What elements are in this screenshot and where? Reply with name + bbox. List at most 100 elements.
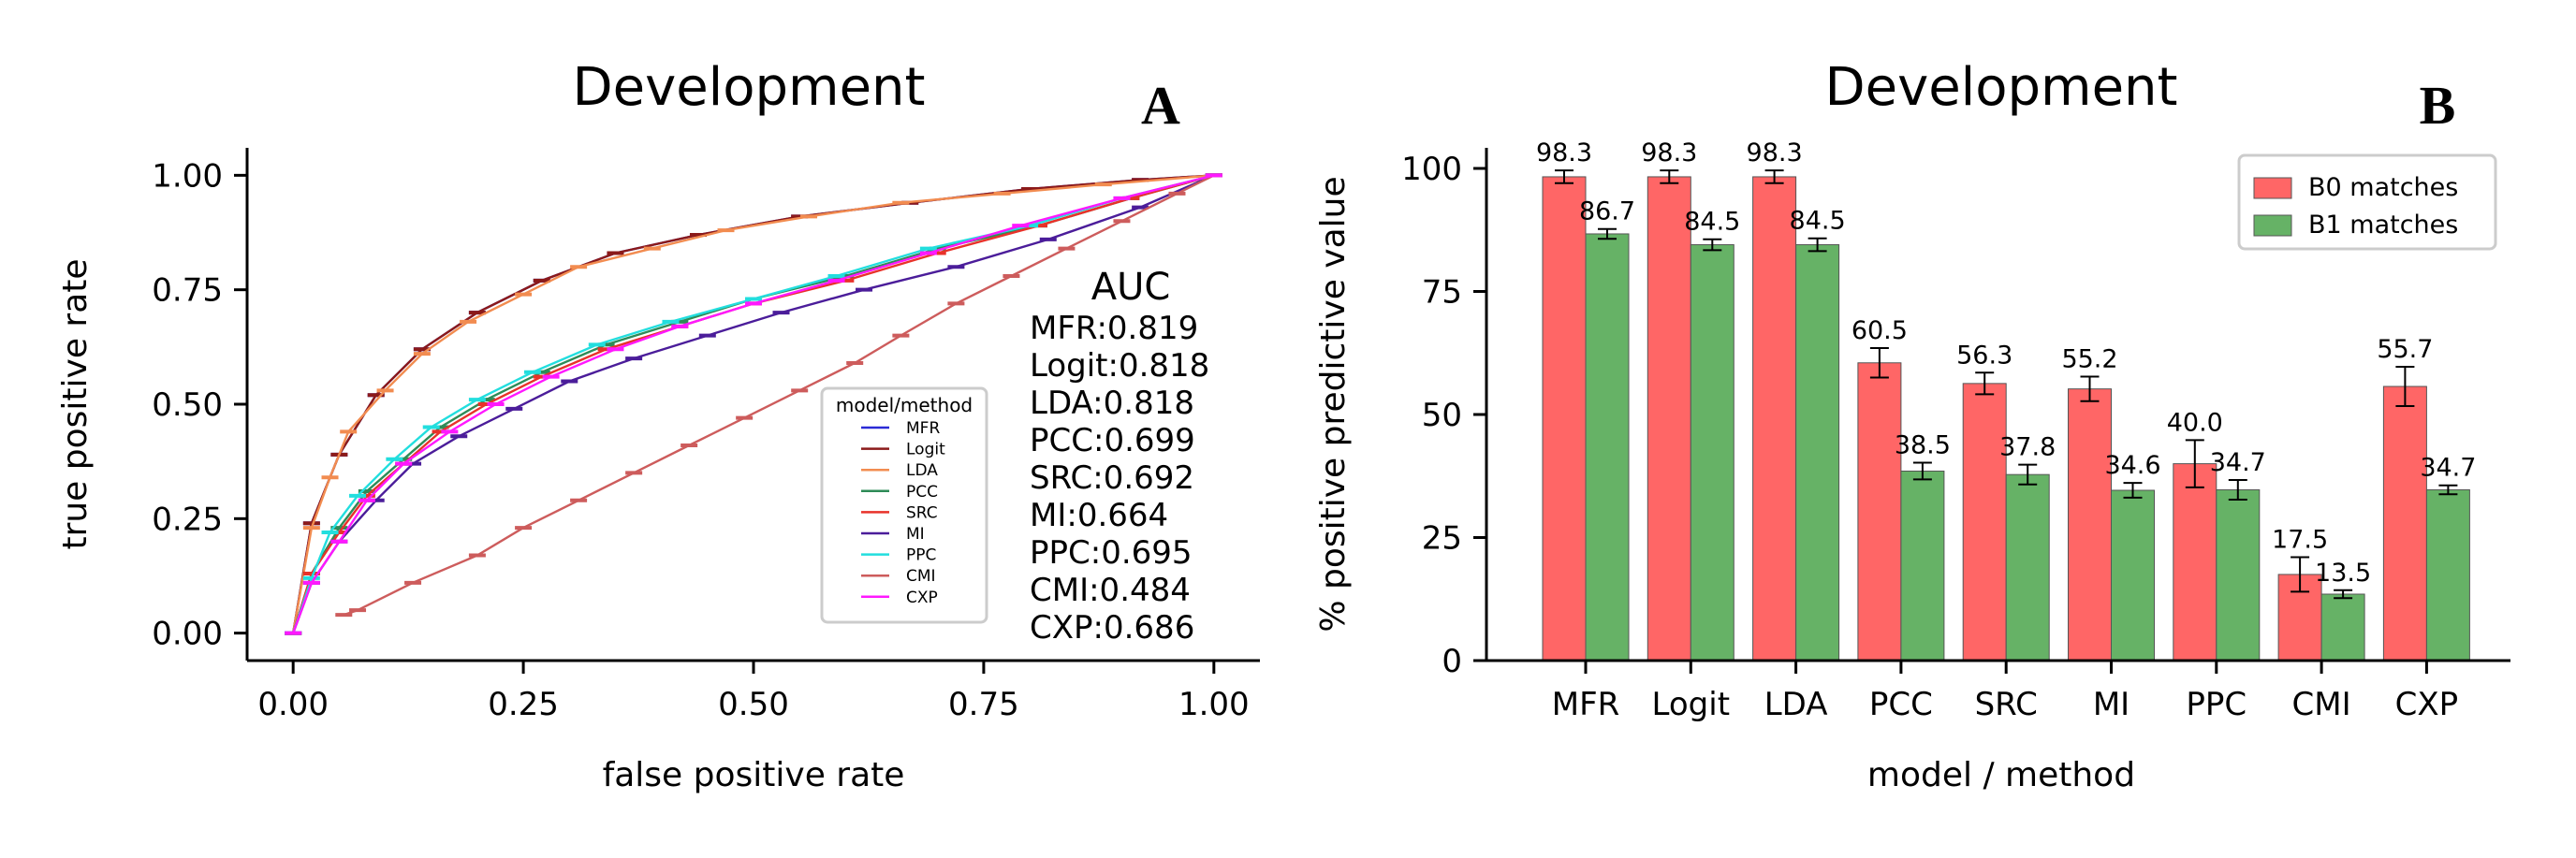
auc-entry: CXP:0.686 [1030, 609, 1194, 647]
roc-x-tick-label: 0.00 [257, 686, 329, 723]
bar-value-label: 84.5 [1790, 207, 1846, 236]
auc-entry: MI:0.664 [1030, 497, 1168, 534]
panel-a-letter: A [1141, 75, 1180, 136]
bar-value-label: 34.7 [2210, 448, 2266, 477]
auc-entry: MFR:0.819 [1030, 310, 1198, 347]
bar-legend-swatch [2253, 177, 2292, 199]
bar-x-tick-label: CMI [2292, 686, 2351, 723]
bar-legend-label: B1 matches [2308, 211, 2458, 240]
bar-x-tick-label: PCC [1869, 686, 1933, 723]
bar-legend: B0 matches B1 matches [2237, 153, 2497, 251]
bar-legend-label: B0 matches [2308, 173, 2458, 202]
bar-b1-mi [2111, 489, 2155, 662]
roc-curves [285, 173, 1222, 635]
bar-b0-pcc [1857, 362, 1902, 662]
bar-value-label: 60.5 [1852, 316, 1908, 345]
bar-x-tick-label: Logit [1652, 686, 1731, 723]
bar-value-label: 98.3 [1536, 138, 1592, 167]
bar-b0-logit [1647, 176, 1691, 662]
bar-value-label: 34.7 [2420, 454, 2476, 483]
bar-x-tick-label: SRC [1975, 686, 2038, 723]
bar-b0-cxp [2382, 385, 2427, 662]
bar-value-label: 40.0 [2167, 408, 2223, 437]
roc-line-cxp [292, 174, 1215, 634]
bar-b1-lda [1795, 244, 1840, 662]
roc-legend-label: CMI [906, 567, 936, 586]
panel-a: Development A 0.00 0.25 0.50 0.75 1.00 0.00 0.… [56, 57, 1260, 794]
bar-marks: 98.3 86.7 98.3 84.5 98.3 84.5 60.5 38.5 56.3 37.8… [1536, 138, 2476, 662]
bar-b1-cxp [2425, 488, 2470, 662]
bar-y-tick-label: 0 [1442, 643, 1462, 680]
roc-x-tick-label: 1.00 [1178, 686, 1250, 723]
roc-x-label: false positive rate [603, 756, 905, 794]
bar-b0-src [1962, 383, 2007, 662]
bar-b0-ppc [2173, 463, 2217, 662]
roc-legend-label: PPC [906, 546, 936, 565]
bar-value-label: 55.2 [2061, 344, 2117, 373]
roc-y-tick-label: 0.75 [152, 272, 223, 310]
roc-y-tick-label: 0.00 [152, 616, 223, 653]
auc-entry: LDA:0.818 [1030, 385, 1194, 422]
roc-legend-label: MFR [906, 419, 940, 438]
auc-entry: PPC:0.695 [1030, 534, 1193, 572]
bar-value-label: 37.8 [1999, 433, 2056, 462]
roc-y-tick-label: 0.50 [152, 386, 223, 424]
roc-y-tick-label: 0.25 [152, 501, 223, 538]
bar-value-label: 34.6 [2104, 451, 2160, 480]
bar-b1-cmi [2320, 593, 2365, 662]
roc-legend-label: Logit [906, 441, 945, 459]
roc-legend-label: LDA [906, 461, 938, 480]
bar-value-label: 98.3 [1641, 138, 1697, 167]
auc-entry: Logit:0.818 [1030, 347, 1209, 385]
bar-legend-frame [2237, 153, 2497, 251]
bar-value-label: 56.3 [1956, 341, 2012, 370]
bar-x-tick-label: CXP [2395, 686, 2459, 723]
bar-value-label: 98.3 [1747, 138, 1803, 167]
bar-b1-logit [1690, 244, 1734, 662]
bar-y-tick-label: 100 [1401, 151, 1462, 188]
bar-ticks: 0 25 50 75 100 MFR Logit LDA PCC SRC MI PPC CMI CXP [1401, 151, 2458, 723]
chart-a-title: Development [573, 57, 926, 118]
bar-b0-lda [1752, 176, 1797, 662]
auc-entries: MFR:0.819Logit:0.818LDA:0.818PCC:0.699SR… [1030, 310, 1209, 647]
roc-line-pcc [292, 174, 1215, 633]
auc-annotation: AUC MFR:0.819Logit:0.818LDA:0.818PCC:0.6… [1030, 266, 1209, 647]
bar-y-tick-label: 75 [1422, 274, 1462, 312]
bar-value-label: 13.5 [2315, 559, 2371, 588]
roc-line-mi [292, 174, 1215, 634]
bar-legend-swatch [2253, 214, 2292, 237]
roc-x-tick-label: 0.50 [718, 686, 789, 723]
roc-ticks: 0.00 0.25 0.50 0.75 1.00 0.00 0.25 0.50 0.75 1.00 [152, 157, 1249, 723]
roc-y-tick-label: 1.00 [152, 157, 223, 195]
bar-b1-src [2005, 473, 2050, 662]
bar-b1-ppc [2216, 488, 2261, 662]
bar-value-label: 55.7 [2377, 335, 2433, 364]
bar-y-tick-label: 50 [1422, 397, 1462, 434]
bar-x-tick-label: LDA [1764, 686, 1828, 723]
roc-legend-label: CXP [906, 589, 938, 607]
bar-b1-mfr [1585, 233, 1630, 662]
panel-b: Development B 98.3 86.7 98.3 84.5 98.3 84.5 60… [1314, 57, 2510, 794]
bar-x-tick-label: MFR [1552, 686, 1620, 723]
roc-line-lda [292, 174, 1214, 633]
bar-b1-pcc [1900, 470, 1945, 662]
roc-legend-label: SRC [906, 503, 938, 522]
auc-title: AUC [1091, 266, 1171, 309]
bar-y-tick-label: 25 [1422, 520, 1462, 558]
roc-y-label: true positive rate [56, 258, 95, 549]
auc-entry: CMI:0.484 [1030, 572, 1191, 609]
chart-b-title: Development [1825, 57, 2178, 118]
roc-line-cmi [343, 174, 1215, 617]
bar-legend-items: B0 matches B1 matches [2253, 173, 2458, 240]
bar-b0-mfr [1542, 176, 1587, 662]
auc-entry: SRC:0.692 [1030, 459, 1194, 497]
auc-entry: PCC:0.699 [1030, 422, 1195, 459]
bar-b0-mi [2068, 388, 2112, 662]
roc-x-tick-label: 0.25 [488, 686, 559, 723]
roc-legend-title: model/method [836, 394, 973, 416]
roc-legend-label: MI [906, 525, 925, 544]
bar-value-label: 38.5 [1895, 431, 1951, 460]
